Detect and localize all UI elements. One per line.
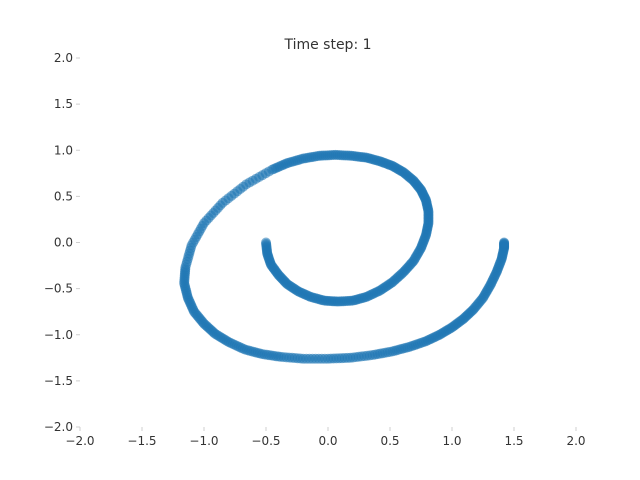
x-tick-label: 0.0 <box>318 434 337 448</box>
y-tick-label: −0.5 <box>44 282 73 296</box>
axis-ticks: −2.0 −1.5 −1.0 −0.5 0.0 0.5 1.0 1.5 2.0 −2.0 −1.5 −… <box>44 51 586 448</box>
x-tick-label: −0.5 <box>251 434 280 448</box>
data-points <box>179 149 510 364</box>
x-tick-label: −1.5 <box>127 434 156 448</box>
x-tick-label: −1.0 <box>189 434 218 448</box>
x-tick-label: 1.5 <box>504 434 523 448</box>
y-tick-label: −1.5 <box>44 374 73 388</box>
x-tick-label: −2.0 <box>65 434 94 448</box>
x-tick-label: 0.5 <box>380 434 399 448</box>
y-tick-label: 0.0 <box>54 236 73 250</box>
x-tick-label: 1.0 <box>442 434 461 448</box>
data-point <box>499 237 510 248</box>
y-tick-label: 0.5 <box>54 189 73 203</box>
y-tick-label: 2.0 <box>54 51 73 65</box>
y-tick-label: −2.0 <box>44 420 73 434</box>
y-tick-label: 1.5 <box>54 97 73 111</box>
y-tick-label: −1.0 <box>44 328 73 342</box>
chart-title: Time step: 1 <box>283 37 371 53</box>
y-tick-label: 1.0 <box>54 143 73 157</box>
x-tick-label: 2.0 <box>566 434 585 448</box>
